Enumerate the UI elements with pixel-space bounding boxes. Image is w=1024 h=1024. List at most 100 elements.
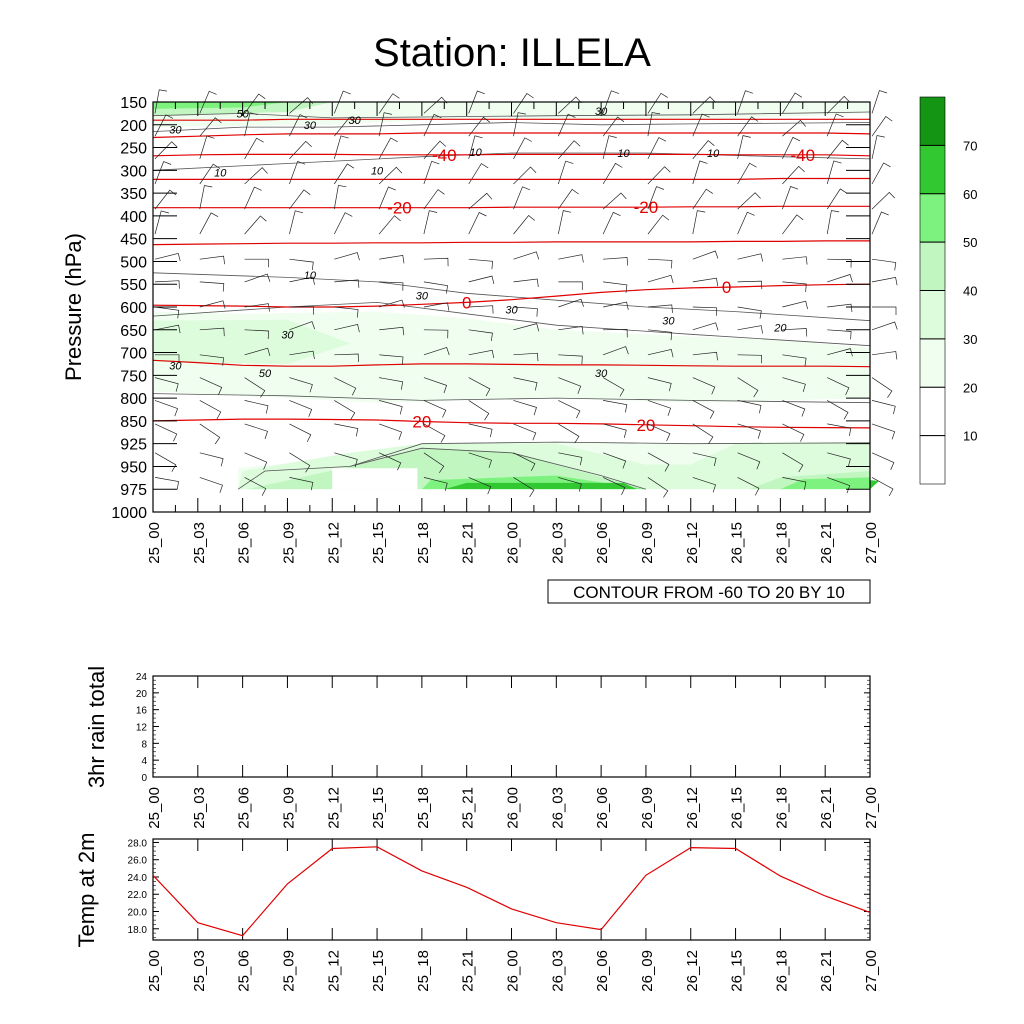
wind-barb [558,400,581,419]
temperature-contour-label: 0 [462,293,471,312]
time-tick-label: 26_15 [729,787,746,829]
wind-barb [782,281,807,293]
rain-ytick-label: 12 [136,723,148,734]
wind-barb [154,161,172,185]
time-tick-label: 26_21 [818,522,835,564]
wind-barb [379,254,405,264]
wind-barb [154,280,180,289]
wind-barb [289,114,308,137]
wind-barb [558,281,583,290]
temperature-contour [153,177,870,180]
wind-barb [513,186,531,210]
wind-barb [827,423,852,437]
wind-barb [199,117,222,137]
rain-panel: 0 4 8 12 16 20 24 25_00 25_03 25_06 25_09 25_12 25_1… [84,666,880,829]
wind-barb [244,377,266,398]
wind-barb [513,278,539,288]
wind-barb [871,135,885,159]
pressure-tick-label: 500 [120,254,147,271]
temperature-contour-label: -40 [432,146,457,165]
wind-barb [647,166,671,185]
wind-barb [244,215,267,235]
temp-frame [152,838,871,941]
temperature-contour-label: 0 [722,278,731,297]
temp-axis: 18.0 20.0 22.0 24.0 26.0 28.0 25_00 25_03 25_06 2… [128,838,880,991]
wind-barb [513,166,537,185]
wind-barb [154,141,178,160]
isotach-line [152,272,871,322]
wind-barb [692,423,714,444]
wind-speed-region [332,468,418,490]
wind-barb [423,210,438,235]
time-tick-label: 25_06 [236,950,253,992]
wind-barb [692,96,716,114]
isotach-label: 50 [259,368,272,380]
isotach-label: 30 [662,316,675,328]
wind-barb [289,452,311,473]
wind-barb [154,210,169,235]
time-tick-label: 26_00 [505,950,522,992]
wind-barb [871,400,896,415]
wind-barb [333,135,349,159]
wind-barb [647,112,661,137]
wind-barb [423,257,449,267]
isotach-label: 30 [595,368,608,380]
wind-barb [468,377,491,397]
temperature-contour [153,118,870,121]
wind-barb [513,423,537,441]
wind-barb [871,276,898,286]
wind-barb [244,258,269,268]
wind-barb [513,112,526,137]
wind-barb [603,423,627,438]
pressure-tick-label: 950 [120,459,147,476]
wind-barb [334,400,356,420]
wind-barb [513,352,539,362]
wind-barb [602,452,627,469]
pressure-tick-label: 600 [120,300,147,317]
time-axis-top: 25_00 25_03 25_06 25_09 25_12 25_15 25_18 25_21… [146,102,880,564]
wind-barb [782,165,805,185]
temperature-contour [153,205,870,209]
isotach-label: 20 [773,323,787,335]
colorbar-label: 30 [963,332,977,347]
wind-barb [737,116,759,137]
wind-barb [737,162,757,185]
wind-barb [334,323,360,333]
isotach-lines [152,111,871,490]
colorbar-label: 10 [963,429,977,444]
wind-barb [289,160,306,185]
wind-barb [782,256,808,265]
pressure-tick-label: 925 [120,437,147,454]
wind-barb [378,166,403,185]
time-tick-label: 25_06 [236,787,253,829]
wind-barb [647,304,673,313]
wind-barb [244,186,262,210]
wind-barb [423,96,448,114]
wind-barb [603,329,628,338]
wind-barb [154,400,179,417]
temp-series-line [152,846,871,937]
pressure-axis-label: Pressure (hPa) [61,233,86,381]
wind-barb [468,116,491,137]
wind-barb [782,477,807,490]
time-tick-label: 26_00 [505,787,522,829]
wind-barb [289,400,313,417]
time-tick-label: 25_12 [325,787,342,829]
wind-barb [647,186,665,210]
wind-barb [647,423,671,442]
pressure-tick-label: 1000 [111,505,147,522]
time-tick-label: 26_06 [594,950,611,992]
isotach-label: 30 [416,291,429,303]
time-tick-label: 26_09 [639,522,656,564]
wind-barb [557,210,572,235]
wind-barb [692,113,710,137]
wind-barb [423,113,442,137]
wind-barb [782,300,808,310]
rain-ytick-label: 8 [141,739,147,750]
isotach-label: 30 [281,329,294,341]
wind-speed-region [780,477,870,490]
wind-barb [647,274,674,284]
wind-barb [647,452,670,472]
wind-barb [737,306,762,319]
wind-barb [558,477,582,492]
